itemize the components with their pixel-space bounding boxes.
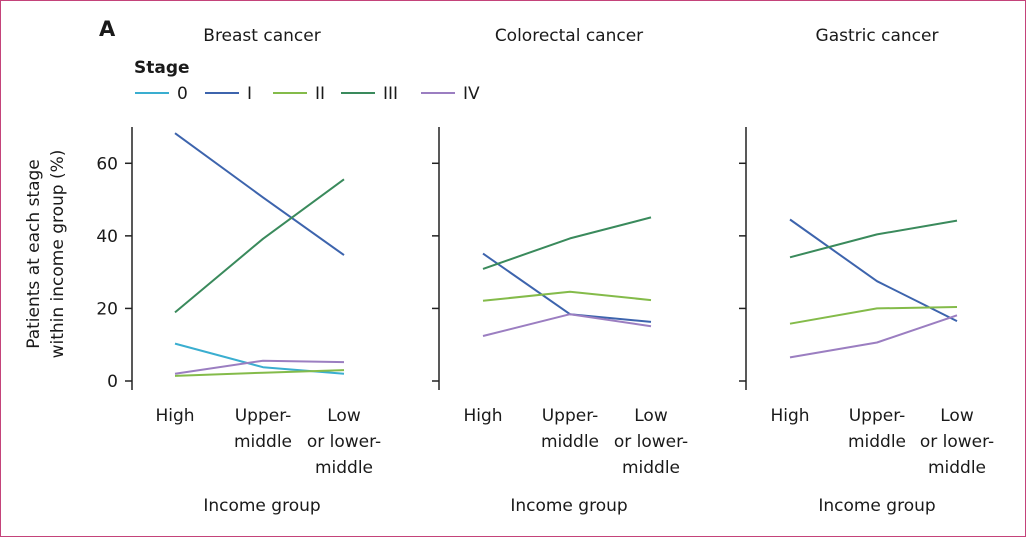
panel-title: Gastric cancer (816, 26, 939, 46)
x-category-label: Upper- (235, 406, 292, 426)
x-axis-label: Income group (510, 496, 627, 516)
x-category-label: middle (622, 458, 680, 478)
series-line-stage-iii (789, 219, 958, 259)
x-category-label: Upper- (542, 406, 599, 426)
legend-item-i: I (205, 84, 252, 104)
x-category-label: middle (541, 432, 599, 452)
x-category-label: Low (634, 406, 668, 426)
legend-label: IV (463, 84, 480, 104)
series-line-stage-iii (174, 178, 345, 314)
legend-item-ii: II (273, 84, 325, 104)
x-category-label: middle (848, 432, 906, 452)
y-tick-label: 60 (96, 154, 118, 174)
x-category-label: High (463, 406, 502, 426)
x-axis-label: Income group (203, 496, 320, 516)
series-line-stage-iv (789, 314, 958, 359)
x-category-label: middle (928, 458, 986, 478)
legend-item-iv: IV (421, 84, 480, 104)
legend-label: II (315, 84, 325, 104)
y-tick-label: 40 (96, 227, 118, 247)
legend-item-0: 0 (135, 84, 188, 104)
y-tick-label: 20 (96, 299, 118, 319)
series-line-stage-iii (482, 216, 652, 270)
legend-item-iii: III (341, 84, 398, 104)
panel-title: Breast cancer (203, 26, 320, 46)
legend-label: 0 (177, 84, 188, 104)
legend-title: Stage (134, 58, 190, 78)
x-category-label: High (770, 406, 809, 426)
x-category-label: or lower- (307, 432, 381, 452)
y-axis-label-line: within income group (%) (48, 150, 68, 359)
x-category-label: or lower- (614, 432, 688, 452)
panel-3: Gastric cancer High Upper-middle Low or lowe… (739, 26, 994, 516)
y-axis-label-line: Patients at each stage (24, 159, 44, 349)
series-line-stage-iv (174, 359, 345, 375)
x-category-label: Low (940, 406, 974, 426)
x-category-label: High (155, 406, 194, 426)
x-category-label: Upper- (849, 406, 906, 426)
x-category-label: middle (315, 458, 373, 478)
x-axis-label: Income group (818, 496, 935, 516)
panel-label: A (99, 17, 116, 41)
panel-2: Colorectal cancer High Upper-middle Low or l… (432, 26, 688, 516)
series-line-stage-ii (174, 369, 345, 377)
series-line-stage-i (174, 132, 345, 256)
panel-title: Colorectal cancer (495, 26, 643, 46)
legend-label: III (383, 84, 398, 104)
series-line-stage-ii (482, 290, 652, 302)
y-tick-label: 0 (107, 372, 118, 392)
x-category-label: Low (327, 406, 361, 426)
x-category-label: or lower- (920, 432, 994, 452)
series-line-stage-ii (789, 306, 958, 325)
series-line-stage-iv (482, 313, 652, 337)
panel-1: Breast cancer 0 20 40 60 High Upper-middle Low o… (96, 26, 381, 516)
legend-label: I (247, 84, 252, 104)
series-line-stage-i (482, 252, 652, 323)
x-category-label: middle (234, 432, 292, 452)
y-axis-label: Patients at each stage within income grou… (24, 150, 68, 359)
